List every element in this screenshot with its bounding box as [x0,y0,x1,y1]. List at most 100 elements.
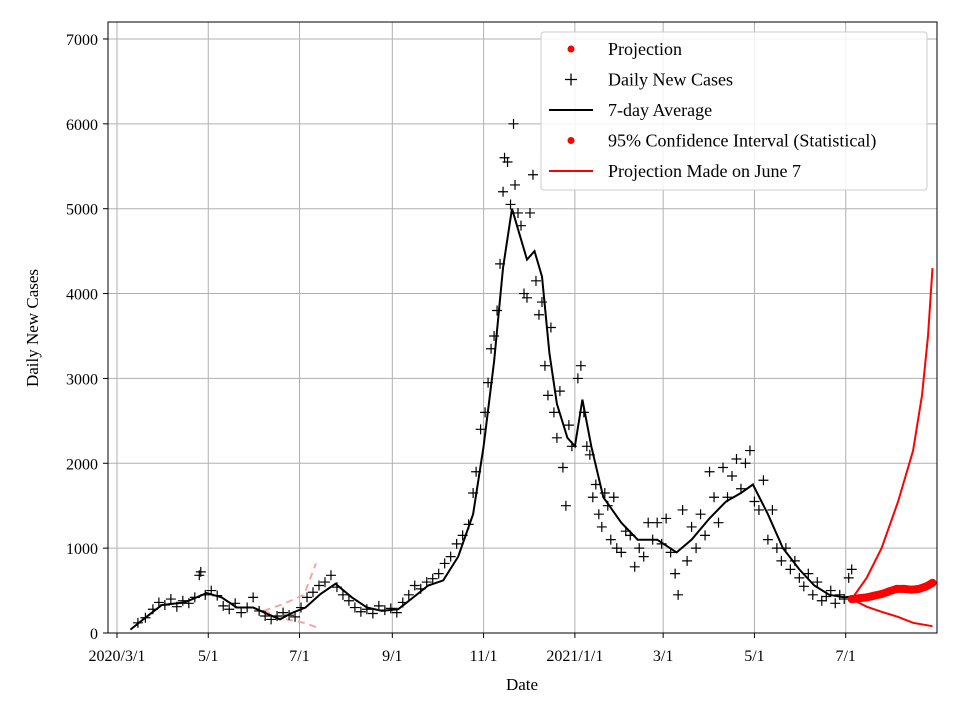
x-tick-label: 5/1 [198,648,218,665]
daily-cases-point [825,585,836,596]
daily-cases-point [551,432,562,443]
y-tick-label: 5000 [66,202,98,219]
daily-cases-point [718,462,729,473]
daily-cases-point [492,305,503,316]
legend: Projection Daily New Cases 7-day Average 95… [540,31,928,191]
daily-cases-point [661,513,672,524]
x-tick-label: 7/1 [835,648,855,665]
legend-label: Daily New Cases [608,70,733,90]
daily-cases-point [611,543,622,554]
daily-cases-point [581,441,592,452]
daily-cases-point [502,157,513,168]
daily-cases-point [195,566,206,577]
daily-cases-point [816,595,827,606]
daily-cases-point [731,454,742,465]
daily-cases-point [673,589,684,600]
daily-cases-point [807,589,818,600]
legend-label: 95% Confidence Interval (Statistical) [608,131,876,152]
legend-label: 7-day Average [608,100,712,120]
daily-cases-point [700,530,711,541]
x-tick-label: 2020/3/1 [89,648,146,665]
daily-cases-point [682,555,693,566]
daily-cases-point [753,504,764,515]
daily-cases-point [830,598,841,609]
daily-cases-point [403,589,414,600]
daily-cases-point [634,543,645,554]
x-tick-label: 11/1 [470,648,498,665]
daily-cases-point [278,607,289,618]
legend-marker-dot [567,45,575,53]
daily-cases-point [616,547,627,558]
daily-cases-point [704,466,715,477]
daily-cases-point [355,606,366,617]
daily-cases-point [629,561,640,572]
early-interval-upper-line [263,563,317,612]
x-axis-title: Date [506,675,538,694]
daily-cases-point [308,587,319,598]
legend-label: Projection Made on June 7 [608,161,801,181]
daily-cases-point [451,538,462,549]
daily-cases-point [530,275,541,286]
daily-cases-point [349,602,360,613]
daily-cases-point [439,558,450,569]
legend-marker-plus [565,73,577,86]
projection-point [862,593,871,602]
daily-cases-point [539,360,550,371]
daily-cases-point [812,577,823,588]
y-tick-label: 1000 [66,541,98,558]
daily-cases-point [433,568,444,579]
y-tick-label: 2000 [66,456,98,473]
early-interval-lower-line [263,609,317,629]
daily-cases-point [542,390,553,401]
projection-point [870,591,879,600]
daily-cases-point [794,572,805,583]
daily-cases-point [587,492,598,503]
x-tick-label: 5/1 [744,648,764,665]
projection-point [900,584,909,593]
daily-cases-point [533,309,544,320]
daily-cases-point [638,551,649,562]
daily-cases-point [767,504,778,515]
daily-cases-point [505,199,516,210]
daily-cases-point [670,568,681,579]
projection-point [915,584,924,593]
daily-cases-point [498,186,509,197]
daily-cases-point [726,471,737,482]
daily-cases-point [843,572,854,583]
daily-cases-point [572,373,583,384]
daily-cases-point [343,595,354,606]
daily-cases-point [510,179,521,190]
projection-point [847,595,856,604]
daily-cases-point [834,589,845,600]
daily-cases-point [677,504,688,515]
projection-point [877,589,886,598]
daily-cases-point [427,573,438,584]
daily-cases-point [563,420,574,431]
daily-cases-point [325,570,336,581]
daily-cases-point [385,603,396,614]
daily-cases-point [605,534,616,545]
daily-cases-point [445,551,456,562]
daily-cases-point [762,534,773,545]
daily-cases-point [740,458,751,469]
daily-cases-point [508,118,519,129]
x-tick-label: 7/1 [289,648,309,665]
daily-cases-point [165,594,176,605]
daily-cases-point [590,479,601,490]
daily-cases-point [709,492,720,503]
projection-point [928,578,937,587]
daily-cases-point [803,568,814,579]
projection-lower-line [851,598,933,628]
daily-cases-point [643,517,654,528]
daily-cases-point [513,207,524,218]
daily-cases-point [749,496,760,507]
daily-cases-point [695,509,706,520]
daily-cases-point [686,521,697,532]
daily-cases-point [691,543,702,554]
projection-point [892,584,901,593]
daily-cases-point [224,604,235,615]
daily-cases-point [153,597,164,608]
daily-cases-point [557,462,568,473]
daily-cases-point [839,594,850,605]
